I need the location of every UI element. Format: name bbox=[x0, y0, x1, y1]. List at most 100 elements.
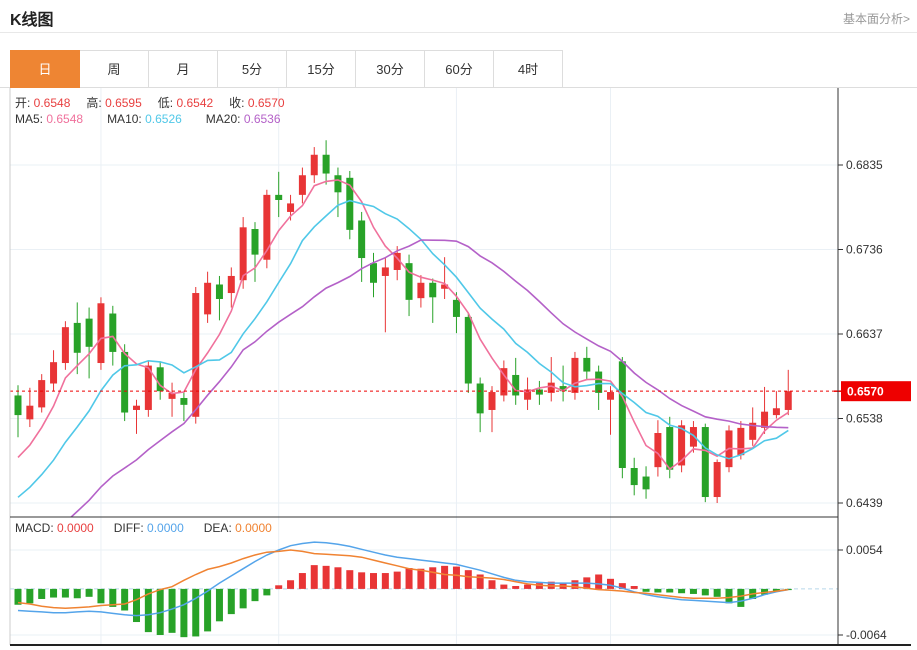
candle-body[interactable] bbox=[571, 357, 579, 393]
candle-body[interactable] bbox=[73, 322, 81, 353]
candle-body[interactable] bbox=[227, 275, 235, 294]
ohlc-row-close: 收: 0.6570 bbox=[229, 96, 285, 110]
candle-body[interactable] bbox=[701, 427, 709, 498]
ma-row-ma20: MA20: 0.6536 bbox=[205, 112, 281, 126]
ma-info-row: MA5: 0.6548 MA10: 0.6526 MA20: 0.6536 bbox=[15, 112, 305, 126]
candle-body[interactable] bbox=[678, 425, 686, 466]
macd-bar bbox=[310, 565, 318, 589]
macd-bar bbox=[97, 588, 105, 604]
candle-body[interactable] bbox=[346, 177, 354, 230]
candle-body[interactable] bbox=[500, 368, 508, 396]
candle-body[interactable] bbox=[713, 462, 721, 498]
macd-bar bbox=[239, 588, 247, 609]
candle-body[interactable] bbox=[618, 361, 626, 469]
candle-body[interactable] bbox=[38, 380, 46, 408]
candle-body[interactable] bbox=[50, 362, 58, 384]
macd-bar bbox=[571, 580, 579, 589]
candle-body[interactable] bbox=[14, 395, 22, 416]
macd-bar bbox=[405, 568, 413, 589]
candle-body[interactable] bbox=[595, 371, 603, 393]
candle-body[interactable] bbox=[180, 398, 188, 405]
candle-body[interactable] bbox=[417, 282, 425, 299]
candle-body[interactable] bbox=[464, 316, 472, 384]
candle-body[interactable] bbox=[737, 427, 745, 456]
candle-body[interactable] bbox=[381, 267, 389, 276]
macd-bar bbox=[654, 588, 662, 593]
candle-body[interactable] bbox=[109, 313, 117, 352]
candle-body[interactable] bbox=[287, 203, 295, 212]
tab-4hour[interactable]: 4时 bbox=[494, 50, 563, 88]
candle-body[interactable] bbox=[784, 391, 792, 410]
tab-day[interactable]: 日 bbox=[10, 50, 80, 88]
tab-week[interactable]: 周 bbox=[80, 50, 149, 88]
ohlc-info-row: 开: 0.6548 高: 0.6595 低: 0.6542 收: 0.6570 bbox=[15, 94, 301, 111]
candle-body[interactable] bbox=[488, 392, 496, 410]
candle-body[interactable] bbox=[642, 476, 650, 490]
candle-body[interactable] bbox=[524, 389, 532, 400]
candle-body[interactable] bbox=[121, 351, 129, 413]
candle-body[interactable] bbox=[133, 405, 140, 410]
tab-60min[interactable]: 60分 bbox=[425, 50, 494, 88]
candle-body[interactable] bbox=[156, 367, 164, 392]
candle-body[interactable] bbox=[310, 154, 318, 176]
candle-body[interactable] bbox=[583, 357, 591, 372]
candle-body[interactable] bbox=[749, 422, 757, 440]
candle-body[interactable] bbox=[630, 468, 638, 486]
candle-body[interactable] bbox=[358, 220, 366, 259]
candle-body[interactable] bbox=[26, 405, 34, 420]
candle-body[interactable] bbox=[761, 411, 769, 428]
price-tick-label: 0.6439 bbox=[846, 496, 883, 510]
tab-5min[interactable]: 5分 bbox=[218, 50, 287, 88]
ohlc-row-low: 低: 0.6542 bbox=[157, 96, 214, 110]
tab-30min[interactable]: 30分 bbox=[356, 50, 425, 88]
macd-bar bbox=[322, 565, 330, 589]
candle-body[interactable] bbox=[97, 303, 105, 364]
candle-body[interactable] bbox=[429, 282, 437, 298]
candle-body[interactable] bbox=[689, 427, 697, 447]
fundamental-analysis-link[interactable]: 基本面分析> bbox=[842, 12, 910, 26]
candle-body[interactable] bbox=[61, 327, 69, 364]
candle-body[interactable] bbox=[298, 175, 306, 195]
candle-body[interactable] bbox=[275, 194, 283, 200]
ma10-line bbox=[17, 199, 789, 498]
macd-bar bbox=[713, 588, 721, 597]
macd-row-dea: DEA: 0.0000 bbox=[203, 521, 272, 535]
macd-bar bbox=[61, 588, 69, 598]
candle-body[interactable] bbox=[263, 194, 271, 260]
candle-body[interactable] bbox=[393, 252, 401, 270]
candle-body[interactable] bbox=[476, 383, 484, 414]
candle-body[interactable] bbox=[666, 427, 674, 470]
candle-body[interactable] bbox=[441, 284, 449, 289]
price-tick-label: 0.6736 bbox=[846, 243, 883, 257]
candle-body[interactable] bbox=[654, 433, 662, 468]
macd-bar bbox=[14, 588, 22, 605]
candle-body[interactable] bbox=[370, 263, 377, 283]
candle-body[interactable] bbox=[192, 293, 200, 417]
candle-body[interactable] bbox=[452, 299, 460, 317]
candle-body[interactable] bbox=[239, 227, 247, 281]
macd-bar bbox=[500, 584, 508, 589]
candle-body[interactable] bbox=[559, 386, 567, 392]
tab-month[interactable]: 月 bbox=[149, 50, 218, 88]
macd-bar bbox=[334, 567, 342, 589]
candle-body[interactable] bbox=[215, 284, 223, 300]
candle-body[interactable] bbox=[204, 282, 212, 315]
macd-bar bbox=[512, 586, 520, 589]
candle-body[interactable] bbox=[251, 229, 259, 255]
candle-body[interactable] bbox=[772, 408, 780, 416]
candle-body[interactable] bbox=[334, 175, 342, 193]
candle-body[interactable] bbox=[535, 389, 543, 395]
candle-body[interactable] bbox=[512, 374, 520, 396]
candle-body[interactable] bbox=[607, 392, 614, 400]
macd-bar bbox=[215, 588, 223, 622]
tab-15min[interactable]: 15分 bbox=[287, 50, 356, 88]
candle-body[interactable] bbox=[85, 318, 93, 347]
candle-body[interactable] bbox=[322, 154, 330, 174]
candle-body[interactable] bbox=[168, 392, 176, 399]
candle-body[interactable] bbox=[547, 382, 555, 393]
macd-bar bbox=[358, 572, 366, 589]
candle-body[interactable] bbox=[144, 365, 152, 410]
candle-body[interactable] bbox=[405, 263, 413, 300]
price-tick-label: 0.6835 bbox=[846, 158, 883, 172]
